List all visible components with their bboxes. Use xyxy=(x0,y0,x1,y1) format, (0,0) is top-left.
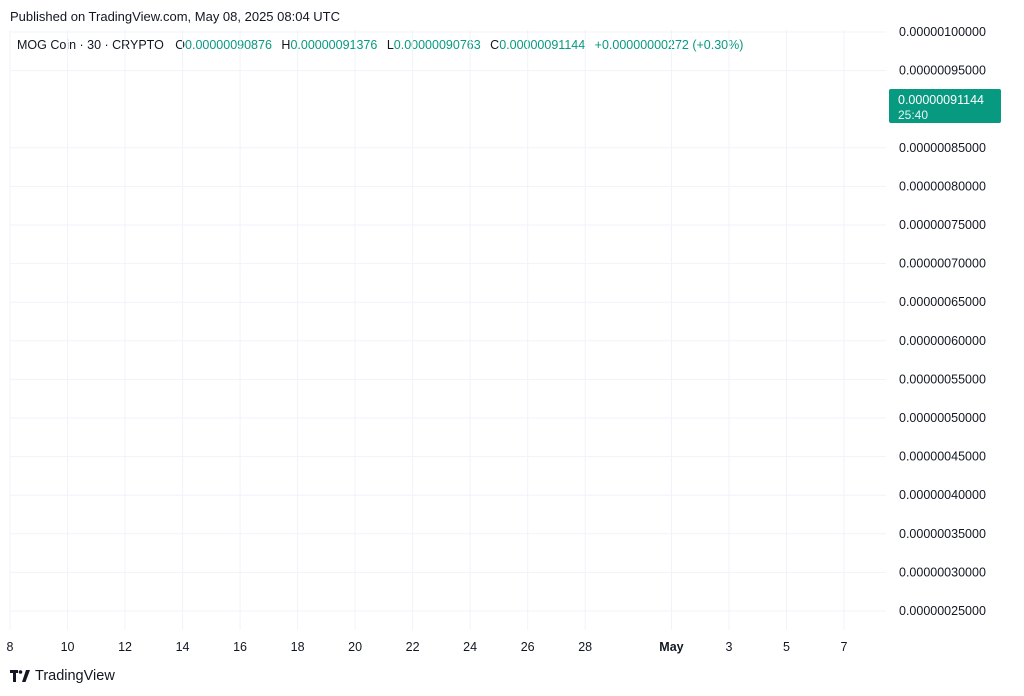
price-tick-label: 0.00000060000 xyxy=(899,334,986,348)
last-price-value: 0.00000091144 xyxy=(898,93,984,107)
ohlc-legend: MOG Coin · 30 · CRYPTO O0.00000090876 H0… xyxy=(17,38,749,52)
price-tick-label: 0.00000025000 xyxy=(899,604,986,618)
time-tick-label: 18 xyxy=(291,640,305,654)
close-label: C xyxy=(490,38,500,52)
time-tick-label: 10 xyxy=(61,640,75,654)
time-tick-label: 5 xyxy=(783,640,790,654)
price-tick-label: 0.00000070000 xyxy=(899,257,986,271)
price-tick-label: 0.00000040000 xyxy=(899,488,986,502)
low-value: 0.00000090763 xyxy=(393,38,481,52)
time-tick-label: 14 xyxy=(176,640,190,654)
time-tick-label: 24 xyxy=(463,640,477,654)
price-tick-label: 0.00000045000 xyxy=(899,450,986,464)
price-tick-label: 0.00000055000 xyxy=(899,372,986,386)
price-tick-label: 0.00000085000 xyxy=(899,141,986,155)
time-tick-label: 22 xyxy=(406,640,420,654)
price-tick-label: 0.00000030000 xyxy=(899,565,986,579)
symbol-label[interactable]: MOG Coin · 30 · CRYPTO xyxy=(17,38,164,52)
footer-brand[interactable]: TradingView xyxy=(10,668,115,684)
time-tick-label: 16 xyxy=(233,640,247,654)
time-tick-label: May xyxy=(659,640,683,654)
price-tick-label: 0.00000075000 xyxy=(899,218,986,232)
price-axis[interactable]: 0.00000100000 0.00000095000 0.00000085000 0… xyxy=(899,25,986,618)
price-tick-label: 0.00000080000 xyxy=(899,179,986,193)
tradingview-logo-icon xyxy=(10,670,30,682)
low-label: L xyxy=(386,38,394,52)
time-axis[interactable]: 8 10 12 14 16 18 20 22 24 26 28 May 3 5 7 xyxy=(7,640,848,654)
published-caption: Published on TradingView.com, May 08, 20… xyxy=(10,9,341,24)
time-tick-label: 3 xyxy=(725,640,732,654)
price-tick-label: 0.00000065000 xyxy=(899,295,986,309)
time-tick-label: 7 xyxy=(841,640,848,654)
time-tick-label: 26 xyxy=(521,640,535,654)
chart-grid xyxy=(9,30,886,630)
open-label: O xyxy=(175,38,186,52)
price-tick-label: 0.00000035000 xyxy=(899,527,986,541)
price-tick-label: 0.00000050000 xyxy=(899,411,986,425)
price-tick-label: 0.00000095000 xyxy=(899,64,986,78)
time-tick-label: 12 xyxy=(118,640,132,654)
last-price-badge: 0.00000091144 25:40 xyxy=(889,89,1001,123)
price-tick-label: 0.00000100000 xyxy=(899,25,986,39)
time-tick-label: 28 xyxy=(578,640,592,654)
close-value: 0.00000091144 xyxy=(499,38,586,52)
time-tick-label: 20 xyxy=(348,640,362,654)
open-value: 0.00000090876 xyxy=(185,38,272,52)
high-value: 0.00000091376 xyxy=(290,38,378,52)
time-tick-label: 8 xyxy=(7,640,14,654)
footer-brand-label: TradingView xyxy=(35,668,115,684)
candle-countdown: 25:40 xyxy=(898,108,929,122)
high-label: H xyxy=(281,38,291,52)
change-value: +0.00000000272 (+0.30%) xyxy=(594,38,744,52)
